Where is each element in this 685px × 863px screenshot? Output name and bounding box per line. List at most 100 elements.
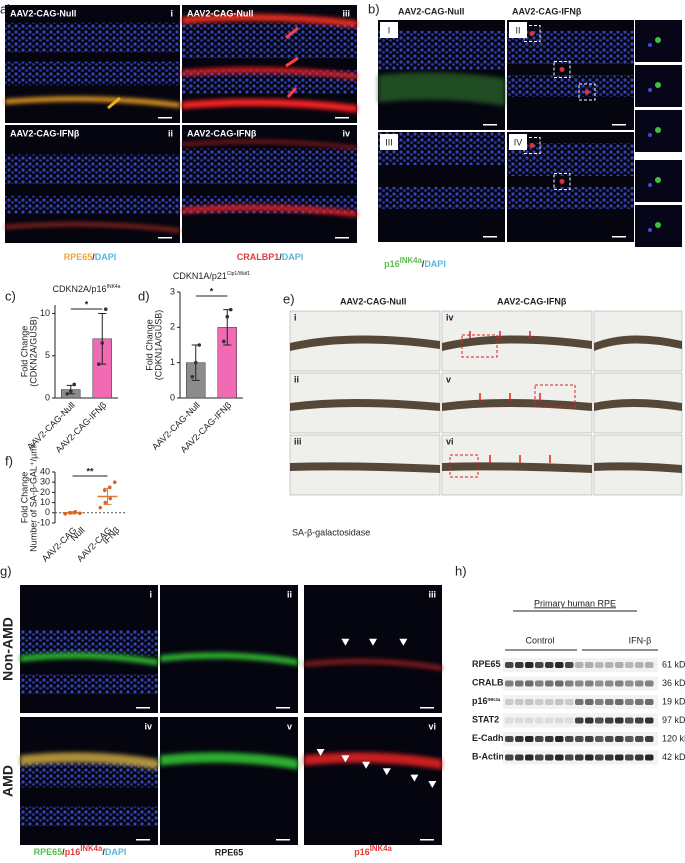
stain-band bbox=[182, 67, 357, 80]
arrowhead bbox=[399, 638, 408, 646]
number-box bbox=[380, 134, 398, 150]
stain-band bbox=[20, 752, 158, 770]
image-number: III bbox=[385, 137, 393, 147]
image-number: iv bbox=[144, 721, 152, 731]
rpe-layer bbox=[290, 335, 440, 351]
panel-label: g) bbox=[0, 563, 12, 578]
chart-title: CDKN2A/p16INK4a bbox=[53, 284, 121, 294]
text-part: INK4a bbox=[370, 844, 393, 853]
y-tick-label: 0 bbox=[45, 507, 50, 517]
stain-band bbox=[160, 652, 298, 666]
scale-bar bbox=[612, 124, 626, 126]
band bbox=[565, 754, 574, 761]
band bbox=[525, 680, 534, 687]
band bbox=[555, 662, 564, 668]
data-point bbox=[102, 488, 107, 493]
inset-box bbox=[461, 334, 498, 358]
band bbox=[575, 754, 584, 761]
y-tick-label: 40 bbox=[40, 466, 50, 476]
rpe-layer bbox=[594, 335, 682, 351]
cell bbox=[559, 67, 565, 72]
band bbox=[645, 699, 654, 705]
molecular-weight: 61 kDa bbox=[662, 659, 685, 669]
band bbox=[645, 754, 654, 761]
band bbox=[565, 736, 574, 742]
band bbox=[645, 662, 654, 668]
image-number: ii bbox=[168, 128, 173, 138]
y-tick-label: 20 bbox=[40, 487, 50, 497]
caption: SA-β-galactosidase bbox=[292, 527, 370, 537]
data-point bbox=[100, 341, 105, 345]
band bbox=[505, 680, 514, 687]
stain-band bbox=[304, 752, 442, 770]
nuclear-layer bbox=[20, 674, 158, 694]
stain-band bbox=[182, 13, 357, 28]
data-point bbox=[107, 485, 112, 490]
band bbox=[545, 717, 554, 724]
nuclear-layer bbox=[182, 148, 357, 184]
nuclear-layer bbox=[20, 629, 158, 656]
molecular-weight: 42 kDa bbox=[662, 752, 685, 762]
y-axis-label: Fold Change bbox=[19, 472, 29, 524]
band bbox=[625, 717, 634, 724]
data-point bbox=[65, 391, 70, 396]
cell bbox=[529, 143, 535, 148]
text-part: INK4a bbox=[80, 844, 103, 853]
y-tick-label: 0 bbox=[45, 392, 50, 402]
rpe-layer bbox=[594, 462, 682, 473]
scale-bar bbox=[483, 124, 497, 126]
y-axis-label: Fold Change bbox=[144, 319, 154, 371]
cell bbox=[655, 37, 661, 43]
nuclear-layer bbox=[507, 187, 634, 209]
data-point bbox=[112, 480, 117, 485]
stain-label: CRALBP1/DAPI bbox=[237, 252, 304, 262]
image-title: AAV2-CAG-Null bbox=[187, 8, 253, 18]
band bbox=[535, 699, 544, 705]
band bbox=[555, 699, 564, 705]
cell bbox=[655, 82, 661, 88]
y-axis-label: Fold Change bbox=[19, 326, 29, 378]
band bbox=[545, 736, 554, 742]
data-point bbox=[197, 343, 202, 347]
blot-row-label: E-Cadherin bbox=[472, 733, 520, 743]
y-axis-label: (CDKN2A/GUSB) bbox=[28, 316, 38, 387]
y-axis-label: Number of SA-β-GAL⁺/µm² bbox=[28, 443, 38, 552]
band bbox=[545, 754, 554, 761]
column-header: AAV2-CAG-IFNβ bbox=[497, 296, 567, 306]
row-label: AMD bbox=[0, 765, 16, 797]
nuclear-layer bbox=[378, 31, 505, 70]
band bbox=[525, 662, 534, 668]
y-tick-label: 10 bbox=[40, 497, 50, 507]
stain-band bbox=[304, 658, 442, 671]
nuclear-layer bbox=[182, 69, 357, 94]
stain-band bbox=[5, 96, 180, 108]
data-point bbox=[103, 500, 108, 505]
inset-box bbox=[553, 61, 571, 78]
cell bbox=[648, 43, 652, 47]
image-number: II bbox=[515, 25, 520, 35]
panel-label: f) bbox=[5, 453, 13, 468]
image-number: vi bbox=[446, 436, 454, 446]
nuclear-layer bbox=[507, 31, 634, 64]
band bbox=[525, 717, 534, 724]
stain-band bbox=[182, 204, 357, 218]
cell bbox=[648, 88, 652, 92]
band bbox=[585, 680, 594, 687]
molecular-weight: 120 kDa bbox=[662, 733, 685, 743]
blot-row-label: RPE65 bbox=[472, 659, 501, 669]
label-part: p16 bbox=[472, 696, 488, 706]
data-point bbox=[68, 389, 73, 394]
image-number: v bbox=[446, 374, 451, 384]
band bbox=[625, 699, 634, 705]
panel-label: d) bbox=[138, 288, 150, 303]
scale-bar bbox=[158, 237, 172, 239]
y-tick-label: 0 bbox=[170, 392, 175, 402]
number-box bbox=[509, 134, 527, 150]
y-tick-label: 2 bbox=[170, 322, 175, 332]
micrograph bbox=[160, 717, 298, 845]
text-part: / bbox=[279, 252, 282, 262]
label-part: E-Cadherin bbox=[472, 733, 520, 743]
rpe-layer bbox=[290, 399, 440, 411]
image-number: iii bbox=[428, 589, 436, 599]
nuclear-layer bbox=[5, 195, 180, 214]
